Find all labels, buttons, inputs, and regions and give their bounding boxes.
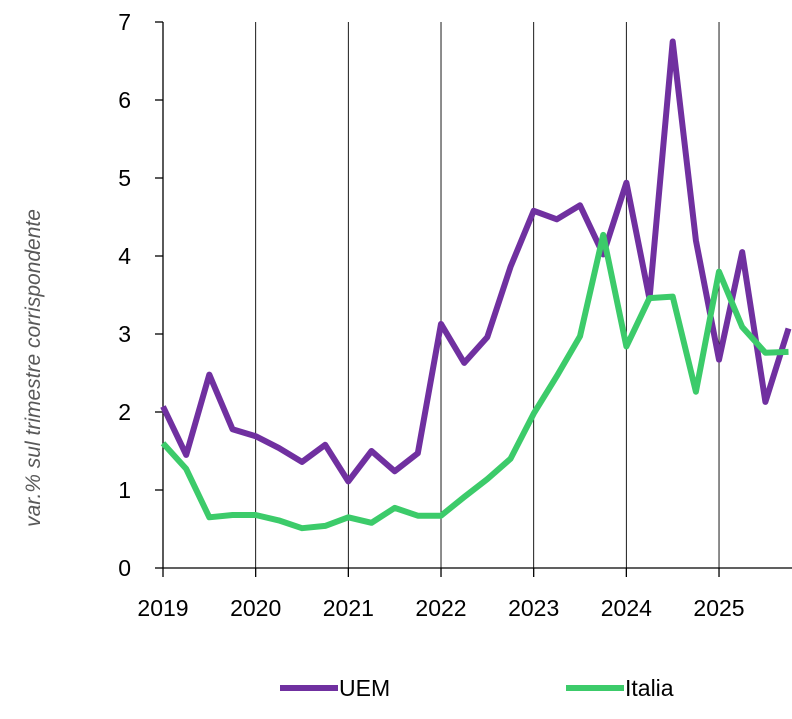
y-tick-label: 0	[118, 555, 131, 581]
y-tick-label: 3	[118, 321, 131, 347]
x-ticks: 2019 2020 2021 2022 2023 2024 2025	[137, 568, 745, 621]
y-tick-label: 2	[118, 399, 131, 425]
legend-label-uem: UEM	[339, 675, 390, 701]
series-line-uem	[160, 38, 792, 485]
y-axis-label: var.% sul trimestre corrispondente	[22, 209, 45, 527]
y-ticks: 0 1 2 3 4 5 6 7	[118, 9, 163, 581]
x-tick-label: 2019	[137, 595, 188, 621]
legend: UEM Italia	[280, 675, 674, 701]
series-line-italia	[160, 231, 789, 532]
x-tick-label: 2025	[693, 595, 744, 621]
x-tick-label: 2023	[508, 595, 559, 621]
series-lines	[160, 38, 792, 532]
y-tick-label: 1	[118, 477, 131, 503]
x-tick-label: 2022	[415, 595, 466, 621]
y-tick-label: 4	[118, 243, 131, 269]
x-tick-label: 2020	[230, 595, 281, 621]
x-tick-label: 2021	[323, 595, 374, 621]
y-tick-label: 5	[118, 165, 131, 191]
y-tick-label: 7	[118, 9, 131, 35]
legend-label-italia: Italia	[625, 675, 674, 701]
gridlines	[255, 22, 720, 568]
y-tick-label: 6	[118, 87, 131, 113]
x-tick-label: 2024	[601, 595, 652, 621]
